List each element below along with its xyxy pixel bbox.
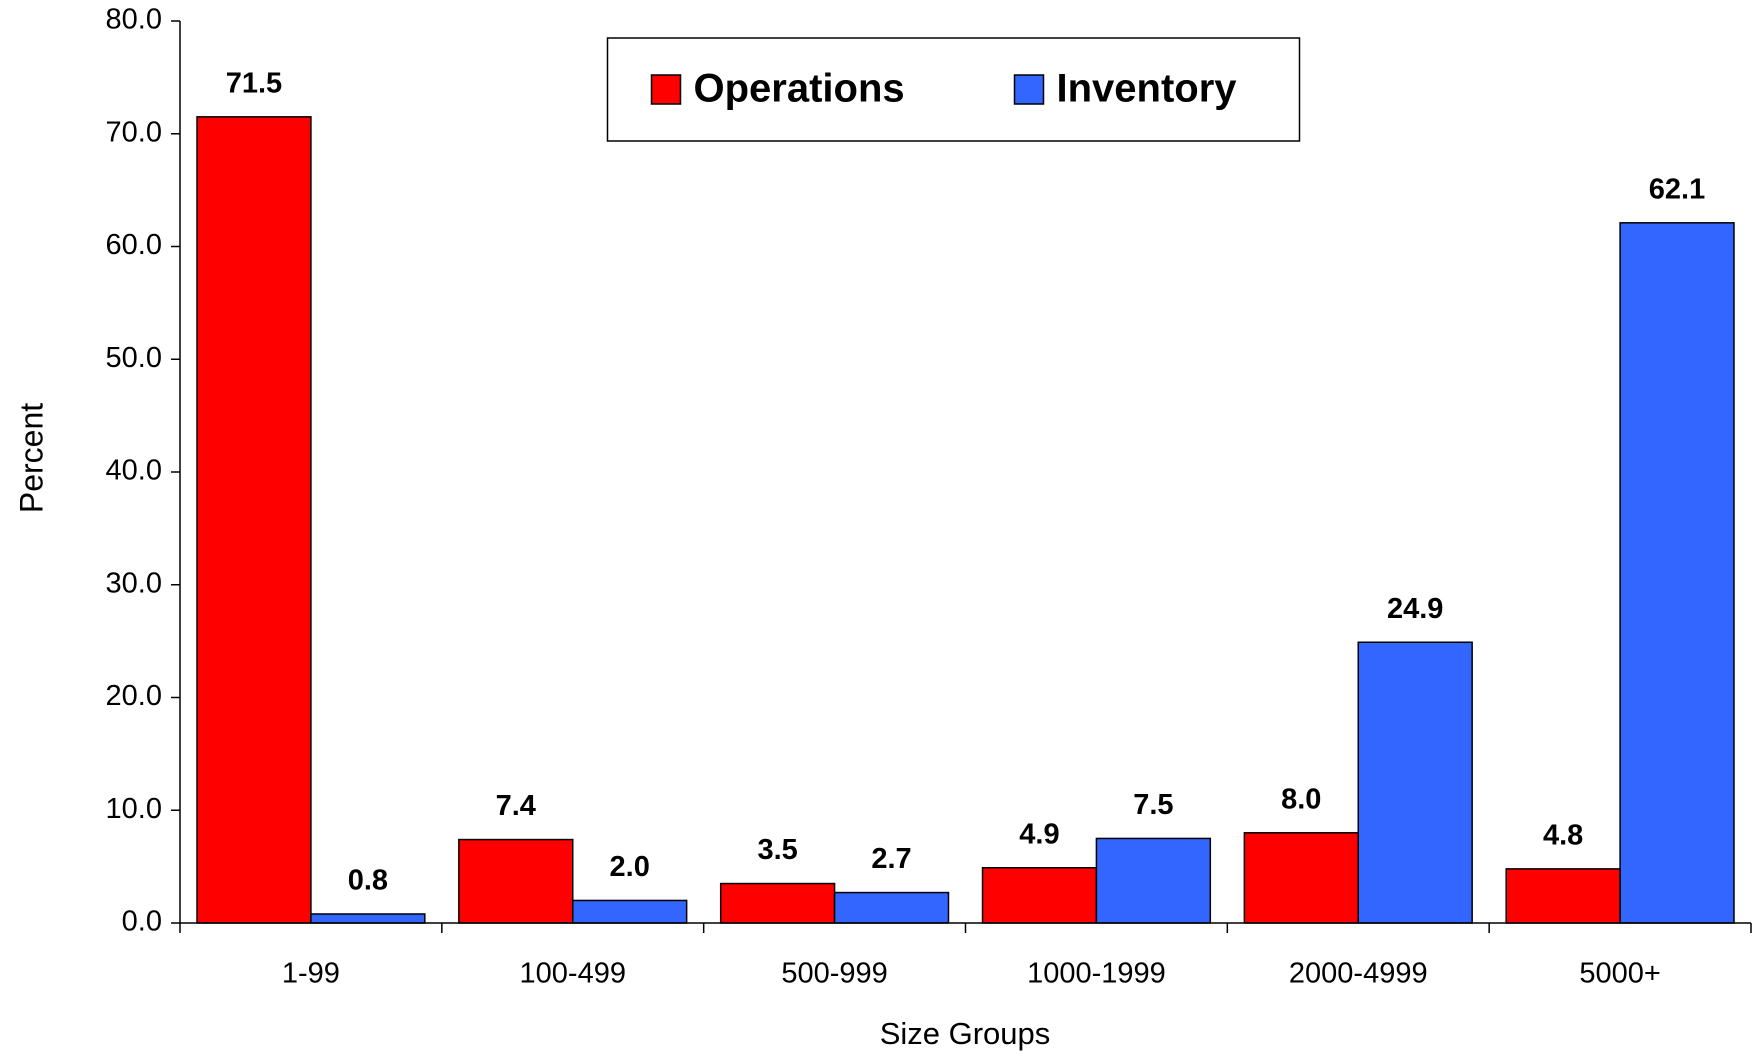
bar	[1357, 641, 1473, 924]
legend-label: Inventory	[1057, 67, 1238, 111]
data-label: 4.8	[1543, 820, 1583, 852]
data-label: 4.9	[1019, 818, 1059, 850]
x-tick-label: 100-499	[520, 958, 626, 990]
bar	[833, 891, 950, 924]
data-label: 3.5	[757, 834, 797, 866]
legend-swatch	[650, 74, 682, 105]
y-axis-title: Percent	[13, 403, 49, 513]
legend-swatch	[1013, 74, 1045, 105]
bar	[1505, 868, 1621, 924]
data-label: 0.8	[348, 865, 388, 897]
data-label: 71.5	[226, 67, 282, 99]
bar	[1095, 837, 1212, 924]
data-label: 2.7	[871, 843, 911, 875]
bar	[310, 913, 426, 924]
data-label: 24.9	[1387, 593, 1443, 625]
y-tick-label: 0.0	[122, 906, 162, 938]
legend-box	[606, 37, 1301, 142]
bar	[719, 882, 836, 924]
y-tick-label: 60.0	[106, 229, 162, 261]
bar	[981, 867, 1098, 924]
y-tick-label: 20.0	[106, 680, 162, 712]
x-tick-label: 500-999	[781, 958, 887, 990]
data-label: 62.1	[1649, 173, 1705, 205]
y-tick-label: 30.0	[106, 567, 162, 599]
y-tick-label: 40.0	[106, 455, 162, 487]
data-label: 8.0	[1281, 783, 1321, 815]
y-tick-label: 10.0	[106, 793, 162, 825]
x-tick-label: 1000-1999	[1027, 958, 1166, 990]
y-tick-label: 70.0	[106, 116, 162, 148]
y-tick-label: 50.0	[106, 342, 162, 374]
legend-label: Operations	[694, 67, 905, 111]
bar	[196, 116, 312, 924]
data-label: 2.0	[610, 851, 650, 883]
data-label: 7.5	[1133, 789, 1173, 821]
x-tick-label: 1-99	[282, 958, 340, 990]
x-tick-label: 5000+	[1579, 958, 1660, 990]
y-tick-label: 80.0	[106, 4, 162, 36]
bar	[572, 899, 688, 924]
bar	[458, 838, 574, 924]
x-axis-title: Size Groups	[880, 1016, 1051, 1051]
x-tick-label: 2000-4999	[1289, 958, 1428, 990]
data-label: 7.4	[496, 790, 536, 822]
bar	[1619, 222, 1735, 924]
bar	[1243, 832, 1360, 924]
